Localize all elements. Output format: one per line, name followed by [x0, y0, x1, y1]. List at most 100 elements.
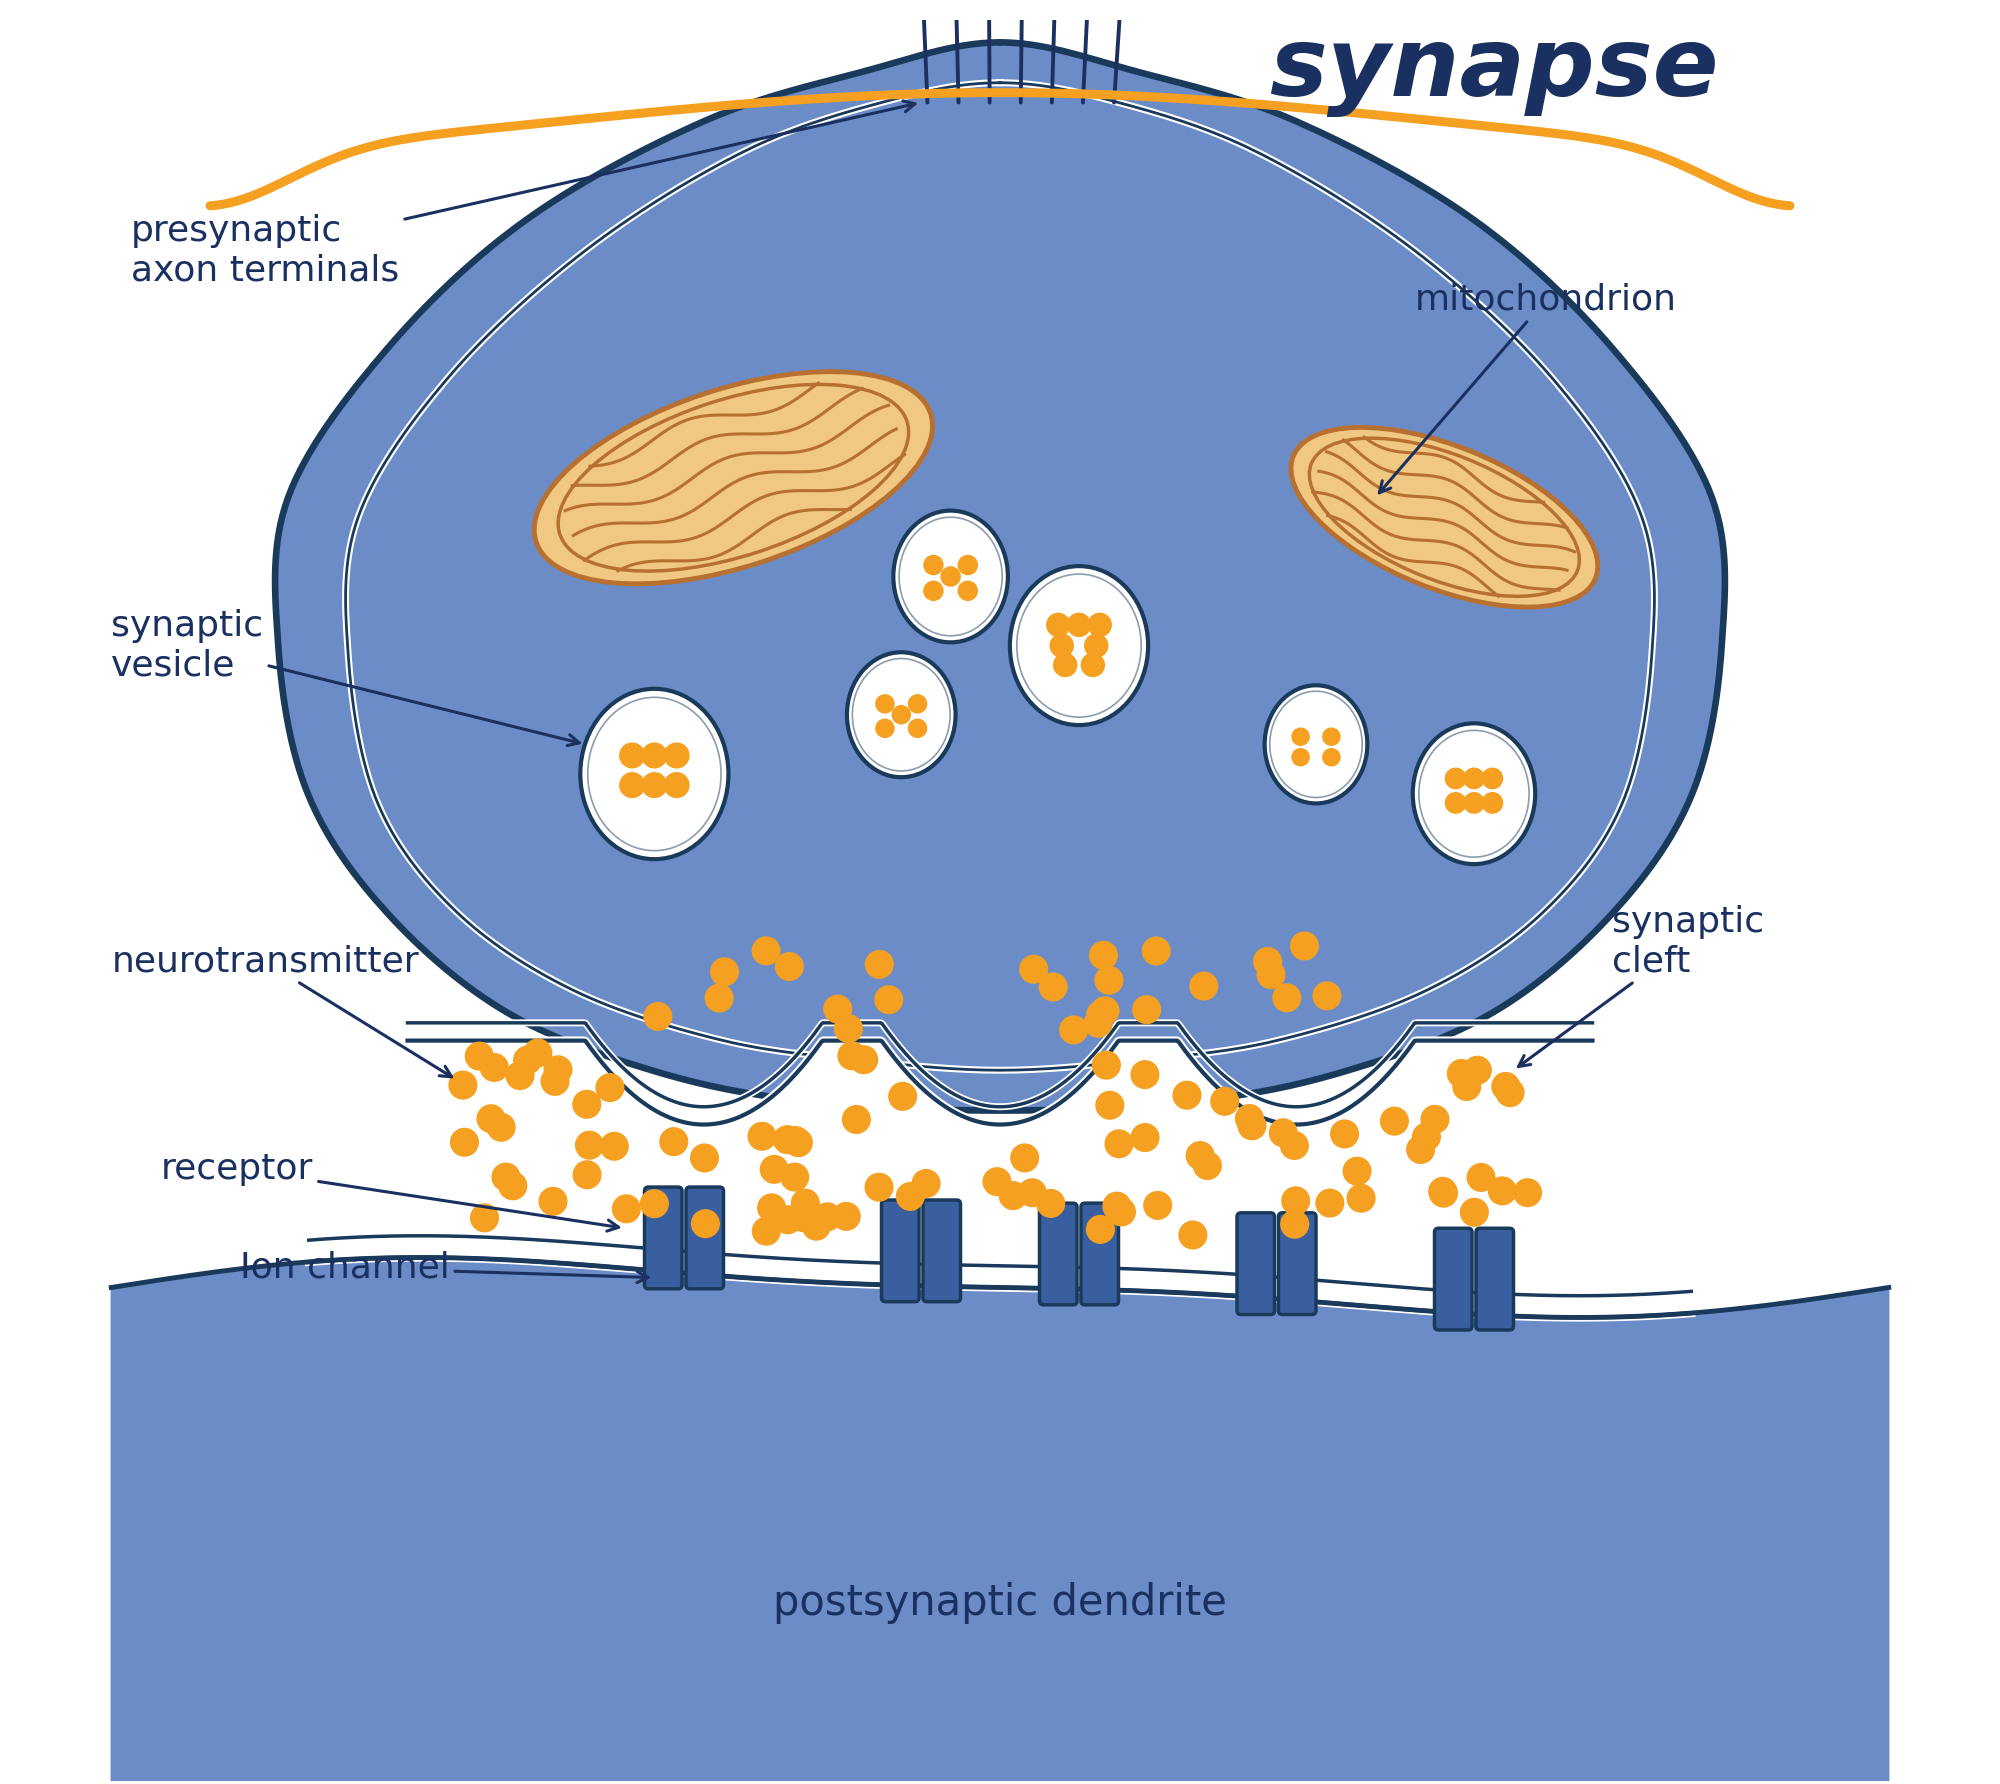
Circle shape — [540, 1188, 566, 1215]
FancyBboxPatch shape — [686, 1186, 724, 1288]
Circle shape — [1446, 792, 1466, 814]
Circle shape — [1452, 1072, 1480, 1101]
Circle shape — [782, 1127, 810, 1154]
Circle shape — [1194, 1152, 1222, 1179]
Circle shape — [1068, 614, 1090, 637]
Circle shape — [1090, 942, 1118, 969]
Circle shape — [888, 1083, 916, 1110]
Circle shape — [1084, 633, 1108, 657]
Circle shape — [896, 1183, 924, 1210]
FancyBboxPatch shape — [644, 1186, 682, 1288]
Circle shape — [1144, 1192, 1172, 1218]
Circle shape — [642, 744, 666, 767]
Circle shape — [690, 1144, 718, 1172]
Circle shape — [1460, 1199, 1488, 1226]
Circle shape — [1314, 981, 1340, 1010]
Circle shape — [1292, 749, 1310, 765]
Circle shape — [488, 1113, 514, 1142]
Circle shape — [1096, 967, 1122, 994]
Circle shape — [1020, 956, 1048, 983]
Circle shape — [470, 1204, 498, 1231]
Circle shape — [644, 1003, 672, 1031]
Circle shape — [544, 1056, 572, 1083]
Ellipse shape — [1412, 723, 1536, 863]
Circle shape — [1412, 1124, 1440, 1151]
Circle shape — [1142, 937, 1170, 965]
Circle shape — [866, 1174, 892, 1201]
FancyBboxPatch shape — [1080, 1202, 1118, 1304]
Circle shape — [838, 1042, 866, 1070]
Circle shape — [760, 1156, 788, 1183]
Circle shape — [1046, 614, 1070, 637]
Polygon shape — [276, 43, 1724, 1110]
Circle shape — [640, 1190, 668, 1217]
Circle shape — [1464, 1056, 1492, 1085]
Circle shape — [1446, 769, 1466, 789]
Circle shape — [1344, 1158, 1370, 1185]
Ellipse shape — [1290, 428, 1598, 607]
Circle shape — [480, 1054, 508, 1081]
Circle shape — [892, 706, 910, 724]
Circle shape — [620, 744, 644, 767]
Text: presynaptic
axon terminals: presynaptic axon terminals — [132, 102, 914, 287]
Circle shape — [1190, 972, 1218, 999]
Circle shape — [912, 1170, 940, 1197]
Polygon shape — [112, 1258, 1888, 1780]
Circle shape — [1092, 1051, 1120, 1079]
Circle shape — [1082, 653, 1104, 676]
Circle shape — [1132, 995, 1160, 1024]
Circle shape — [774, 1126, 802, 1154]
FancyBboxPatch shape — [1040, 1202, 1078, 1304]
Text: postsynaptic dendrite: postsynaptic dendrite — [774, 1582, 1226, 1625]
Circle shape — [1422, 1106, 1448, 1133]
Circle shape — [1092, 997, 1118, 1024]
Ellipse shape — [534, 371, 932, 583]
Circle shape — [1210, 1088, 1238, 1115]
Circle shape — [924, 555, 942, 574]
Circle shape — [1096, 1092, 1124, 1119]
Circle shape — [1492, 1072, 1520, 1101]
Circle shape — [924, 582, 942, 601]
Polygon shape — [408, 1040, 1592, 1249]
Text: mitochondrion: mitochondrion — [1380, 284, 1676, 492]
Circle shape — [958, 582, 978, 601]
Circle shape — [514, 1045, 542, 1074]
Circle shape — [1448, 1060, 1476, 1086]
Circle shape — [908, 694, 926, 714]
Circle shape — [1106, 1129, 1132, 1158]
Circle shape — [1272, 985, 1300, 1012]
Circle shape — [748, 1122, 776, 1151]
Circle shape — [600, 1133, 628, 1160]
Circle shape — [1000, 1181, 1026, 1210]
Circle shape — [1290, 931, 1318, 960]
Circle shape — [642, 772, 666, 797]
Circle shape — [784, 1129, 812, 1156]
Polygon shape — [112, 1258, 1888, 1780]
Ellipse shape — [1264, 685, 1368, 803]
Circle shape — [1108, 1199, 1136, 1226]
Circle shape — [1254, 947, 1282, 976]
Circle shape — [1282, 1186, 1310, 1215]
Circle shape — [596, 1074, 624, 1101]
Circle shape — [752, 1217, 780, 1245]
Text: neurotransmitter: neurotransmitter — [112, 944, 452, 1078]
Circle shape — [1292, 728, 1310, 746]
Circle shape — [692, 1210, 720, 1238]
Circle shape — [958, 555, 978, 574]
Circle shape — [1238, 1111, 1266, 1140]
Circle shape — [1036, 1190, 1064, 1217]
Circle shape — [874, 987, 902, 1013]
Polygon shape — [276, 43, 1724, 1110]
Circle shape — [1102, 1192, 1130, 1220]
Circle shape — [814, 1202, 842, 1231]
Circle shape — [1018, 1179, 1046, 1206]
Circle shape — [524, 1038, 552, 1067]
Circle shape — [542, 1067, 568, 1095]
Circle shape — [876, 719, 894, 737]
Circle shape — [498, 1172, 526, 1199]
Circle shape — [1084, 1010, 1112, 1037]
Circle shape — [1496, 1079, 1524, 1106]
Circle shape — [802, 1213, 830, 1240]
FancyBboxPatch shape — [1476, 1227, 1514, 1329]
Circle shape — [1428, 1177, 1456, 1206]
